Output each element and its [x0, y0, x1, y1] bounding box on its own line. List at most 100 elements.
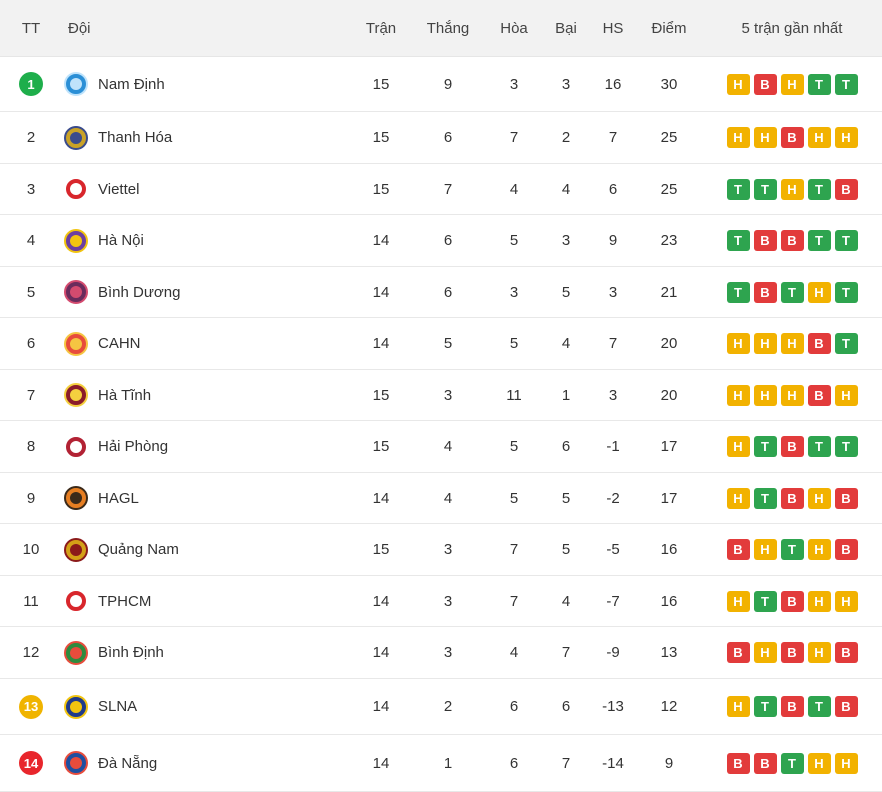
form-result-badge: H	[780, 178, 804, 200]
points-cell: 21	[660, 283, 678, 301]
team-cell[interactable]: Nam Định	[62, 72, 350, 96]
lost-cell: 6	[561, 698, 571, 715]
header-goal-difference: HS	[602, 19, 624, 37]
table-row[interactable]: 5 Bình Dương 14 6 3 5 3 21 T B T H T	[0, 267, 882, 318]
team-logo-icon	[64, 751, 88, 775]
position-badge: 13	[19, 694, 43, 719]
lost-cell: 5	[561, 283, 571, 301]
team-logo-icon	[64, 72, 88, 96]
goal-difference-cell: 3	[608, 386, 618, 404]
team-cell[interactable]: Bình Định	[62, 640, 350, 665]
team-cell[interactable]: Hải Phòng	[62, 434, 350, 459]
form-result-badge: T	[726, 281, 750, 303]
form-result-badge: H	[753, 539, 777, 560]
position-number: 10	[22, 541, 40, 558]
played-cell: 14	[372, 335, 390, 352]
header-lost: Bại	[555, 19, 577, 37]
team-name[interactable]: Đà Nẵng	[98, 754, 158, 772]
team-logo-emblem	[70, 286, 82, 298]
table-row[interactable]: 13 SLNA 14 2 6 6 -13 12 H T B T B	[0, 679, 882, 735]
won-cell: 4	[443, 438, 453, 455]
table-row[interactable]: 14 Đà Nẵng 14 1 6 7 -14 9 B B T H H	[0, 735, 882, 792]
form-result-badge: H	[807, 590, 831, 612]
position-number: 5	[26, 283, 36, 301]
position-cell: 4	[0, 232, 62, 249]
table-row[interactable]: 8 Hải Phòng 15 4 5 6 -1 17 H T B T T	[0, 421, 882, 473]
team-cell[interactable]: SLNA	[62, 694, 350, 719]
team-name[interactable]: CAHN	[98, 335, 141, 352]
form-result-badge: T	[753, 487, 777, 509]
team-name[interactable]: Nam Định	[98, 75, 165, 93]
position-number: 9	[26, 489, 36, 507]
team-logo-icon	[64, 486, 88, 510]
team-cell[interactable]: Hà Tĩnh	[62, 383, 350, 407]
form-result-badge: T	[807, 436, 831, 457]
table-row[interactable]: 2 Thanh Hóa 15 6 7 2 7 25 H H B H H	[0, 112, 882, 164]
form-result-badge: H	[726, 73, 750, 95]
team-logo-emblem	[70, 543, 82, 556]
form-result-badge: H	[780, 333, 804, 354]
form-result-badge: T	[834, 333, 858, 354]
form-result-badge: T	[753, 178, 777, 200]
team-name[interactable]: Bình Dương	[98, 283, 181, 301]
team-cell[interactable]: Bình Dương	[62, 280, 350, 304]
form-result-badge: H	[780, 384, 804, 406]
team-name[interactable]: TPHCM	[98, 592, 152, 610]
drawn-cell: 6	[509, 754, 519, 772]
team-cell[interactable]: Hà Nội	[62, 228, 350, 253]
team-logo-icon	[64, 537, 88, 562]
lost-cell: 7	[561, 644, 571, 661]
position-number: 12	[22, 644, 40, 661]
table-row[interactable]: 6 CAHN 14 5 5 4 7 20 H H H B T	[0, 318, 882, 370]
team-name[interactable]: Hải Phòng	[98, 438, 169, 455]
team-name[interactable]: Hà Nội	[98, 232, 144, 249]
team-name[interactable]: SLNA	[98, 698, 138, 715]
drawn-cell: 7	[509, 592, 519, 610]
team-logo-emblem	[70, 234, 82, 247]
table-row[interactable]: 11 TPHCM 14 3 7 4 -7 16 H T B H H	[0, 576, 882, 627]
won-cell: 3	[443, 592, 453, 610]
won-cell: 6	[443, 129, 453, 146]
table-row[interactable]: 4 Hà Nội 14 6 5 3 9 23 T B B T T	[0, 215, 882, 267]
won-cell: 6	[443, 283, 453, 301]
team-name[interactable]: HAGL	[98, 489, 139, 507]
points-cell: 9	[664, 754, 674, 772]
points-cell: 23	[660, 232, 678, 249]
table-row[interactable]: 10 Quảng Nam 15 3 7 5 -5 16 B H T H B	[0, 524, 882, 576]
form-result-badge: T	[753, 436, 777, 457]
table-row[interactable]: 1 Nam Định 15 9 3 3 16 30 H B H T T	[0, 57, 882, 112]
form-result-badge: H	[726, 436, 750, 457]
team-name[interactable]: Thanh Hóa	[98, 129, 173, 146]
drawn-cell: 3	[509, 283, 519, 301]
table-row[interactable]: 7 Hà Tĩnh 15 3 11 1 3 20 H H H B H	[0, 370, 882, 421]
team-name[interactable]: Quảng Nam	[98, 541, 179, 558]
goal-difference-cell: -7	[606, 592, 620, 610]
form-result-badge: H	[807, 539, 831, 560]
points-cell: 25	[660, 180, 678, 198]
team-name[interactable]: Bình Định	[98, 644, 164, 661]
team-cell[interactable]: CAHN	[62, 331, 350, 356]
team-cell[interactable]: Quảng Nam	[62, 537, 350, 562]
form-result-badge: B	[834, 642, 858, 663]
team-cell[interactable]: Đà Nẵng	[62, 751, 350, 775]
won-cell: 6	[443, 232, 453, 249]
position-cell: 6	[0, 335, 62, 352]
table-row[interactable]: 9 HAGL 14 4 5 5 -2 17 H T B H B	[0, 473, 882, 524]
team-name[interactable]: Viettel	[98, 180, 140, 198]
team-cell[interactable]: Viettel	[62, 177, 350, 201]
lost-cell: 5	[561, 489, 571, 507]
team-logo-icon	[64, 694, 88, 719]
team-cell[interactable]: Thanh Hóa	[62, 125, 350, 150]
team-cell[interactable]: HAGL	[62, 486, 350, 510]
team-name[interactable]: Hà Tĩnh	[98, 386, 152, 404]
table-row[interactable]: 12 Bình Định 14 3 4 7 -9 13 B H B H B	[0, 627, 882, 679]
table-row[interactable]: 3 Viettel 15 7 4 4 6 25 T T H T B	[0, 164, 882, 215]
team-logo-emblem	[70, 183, 82, 195]
team-cell[interactable]: TPHCM	[62, 589, 350, 613]
